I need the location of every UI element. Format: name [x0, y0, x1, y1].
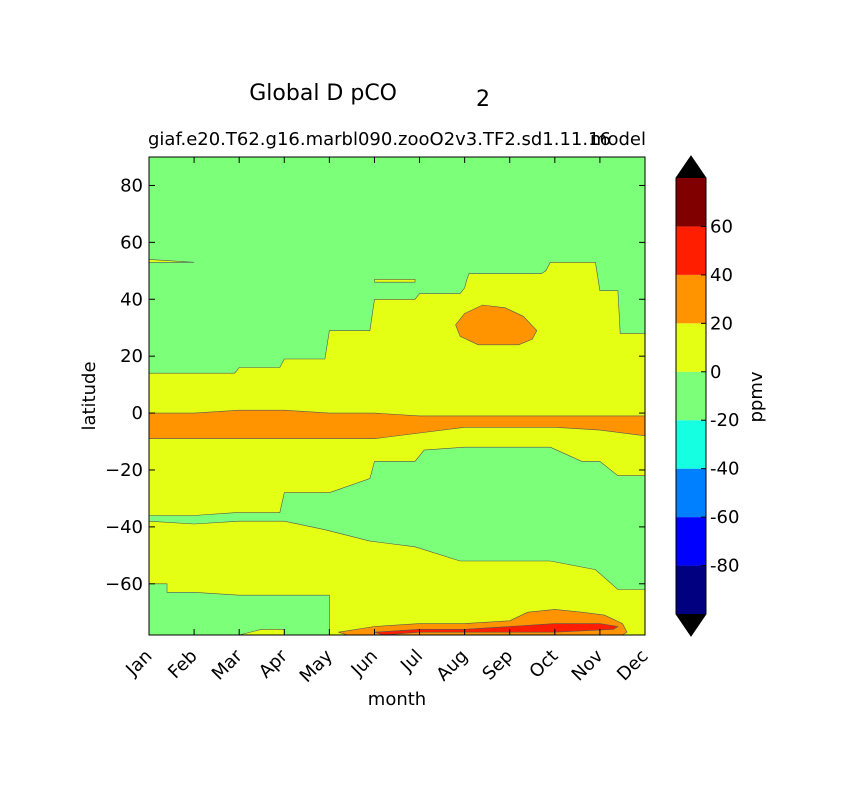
colorbar-swatch: [676, 420, 706, 469]
contour-region-7: [374, 623, 619, 635]
chart-subtitle-left: giaf.e20.T62.g16.marbl090.zooO2v3.TF2.sd…: [148, 129, 611, 150]
y-tick-label: −40: [105, 517, 143, 538]
colorbar-tick-label: -60: [710, 507, 739, 528]
y-axis: 80 60 40 20 0 −20 −40 −60: [105, 175, 645, 595]
x-tick-label: Aug: [432, 646, 472, 686]
x-tick-label: Mar: [208, 645, 247, 684]
x-tick-label: Sep: [478, 646, 517, 685]
plot-area: [148, 156, 646, 636]
colorbar-swatch: [676, 517, 706, 566]
colorbar-tick-label: -80: [710, 556, 739, 577]
y-tick-label: 0: [132, 403, 143, 424]
colorbar-swatch: [676, 371, 706, 421]
contour-region-4: [149, 409, 645, 440]
colorbar-tick-label: -20: [710, 410, 739, 431]
colorbar-extend-top: [676, 156, 706, 178]
colorbar-tick-label: 40: [710, 265, 733, 286]
x-tick-label: Jul: [396, 646, 427, 677]
y-tick-label: 40: [120, 289, 143, 310]
colorbar-tick-label: 60: [710, 216, 733, 237]
chart-subtitle-right: model: [590, 129, 646, 150]
x-axis-label: month: [368, 689, 426, 710]
contour-region-2: [149, 259, 195, 263]
contour-region-3: [374, 278, 416, 283]
x-tick-label: Oct: [525, 646, 562, 683]
colorbar: 60 40 20 0 -20 -40 -60 -80: [675, 155, 739, 637]
contour-region-1: [149, 261, 645, 635]
contour-regions: [149, 157, 645, 635]
colorbar-swatch: [676, 178, 706, 227]
contour-region-5: [455, 304, 538, 346]
x-tick-label: Nov: [568, 645, 608, 685]
colorbar-swatch: [676, 323, 706, 372]
y-tick-label: 20: [120, 346, 143, 367]
x-tick-label: Dec: [613, 646, 652, 685]
colorbar-extend-bottom: [676, 614, 706, 636]
y-tick-label: 60: [120, 232, 143, 253]
colorbar-swatch: [676, 274, 706, 324]
colorbar-tick-label: 20: [710, 313, 733, 334]
plot-frame: [148, 156, 646, 636]
colorbar-outline: [675, 155, 707, 637]
y-tick-label: −60: [105, 574, 143, 595]
colorbar-tick-label: 0: [710, 362, 721, 383]
chart-title: Global D pCO: [249, 81, 397, 106]
x-tick-label: May: [296, 645, 337, 686]
chart-title-subscript: 2: [476, 87, 490, 112]
x-tick-label: Apr: [255, 645, 292, 682]
colorbar-tick-label: -40: [710, 459, 739, 480]
x-tick-label: Jan: [121, 646, 156, 681]
colorbar-label: ppmv: [746, 371, 767, 422]
colorbar-swatch: [676, 468, 706, 518]
y-tick-label: −20: [105, 460, 143, 481]
colorbar-swatch: [676, 565, 706, 614]
colorbar-swatch: [676, 226, 706, 275]
y-tick-label: 80: [120, 175, 143, 196]
x-tick-label: Jun: [347, 646, 382, 681]
x-tick-label: Feb: [164, 646, 201, 683]
y-axis-label: latitude: [79, 361, 100, 430]
